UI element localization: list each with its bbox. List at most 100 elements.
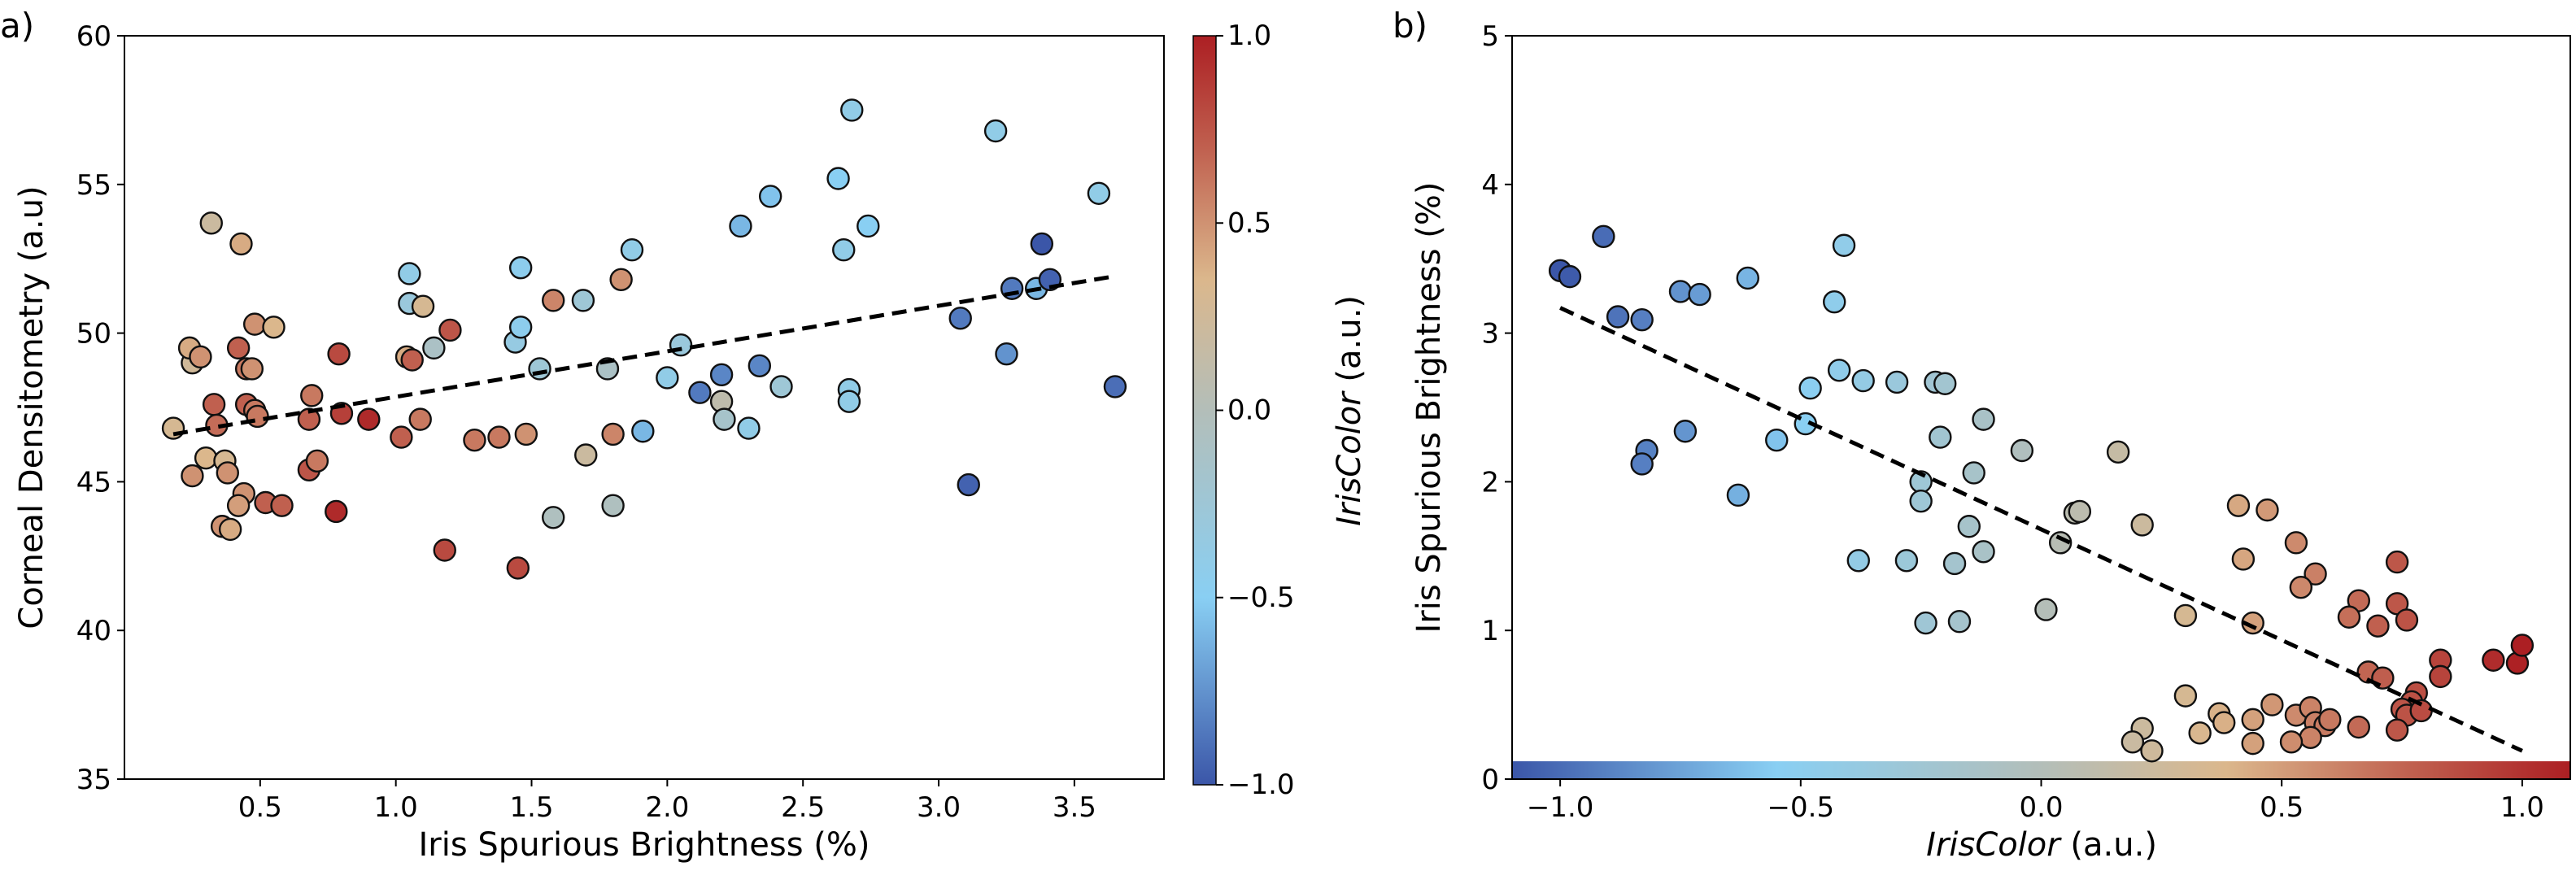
data-point <box>390 425 413 449</box>
data-point <box>199 211 223 235</box>
data-point <box>1851 368 1875 393</box>
data-point <box>2337 605 2361 629</box>
panel-a-label: a) <box>0 6 34 46</box>
data-point <box>2048 531 2073 555</box>
data-point <box>1957 515 1981 538</box>
x-tick-label: 3.0 <box>917 791 961 824</box>
data-point <box>948 307 972 330</box>
colorbar-label-rest: (a.u.) <box>1331 295 1368 392</box>
data-point <box>1823 290 1846 314</box>
axes-frame <box>124 35 1165 780</box>
data-point <box>837 390 861 413</box>
data-point <box>2279 730 2304 754</box>
panel-a: a) Iris Spurious Brightness (%) Corneal … <box>0 6 1368 864</box>
data-point <box>1736 266 1759 290</box>
data-point <box>2010 438 2034 463</box>
x-tick-label: 1.5 <box>509 791 553 824</box>
data-point <box>226 494 251 517</box>
y-tick-label: 40 <box>76 615 111 647</box>
data-point <box>2173 603 2198 628</box>
data-point <box>1962 461 1985 485</box>
data-point <box>508 255 533 280</box>
data-point <box>422 336 446 360</box>
data-point <box>656 366 679 390</box>
data-point <box>1765 429 1789 452</box>
data-point <box>2482 648 2505 672</box>
panel-b-xlabel-rest: (a.u.) <box>2060 826 2157 864</box>
x-tick-label: 1.0 <box>2500 791 2544 824</box>
data-point <box>2106 440 2130 464</box>
data-point <box>2304 562 2327 586</box>
data-point <box>729 214 752 238</box>
data-point <box>411 294 435 318</box>
data-point <box>631 420 655 443</box>
data-point <box>1726 483 1750 507</box>
data-point <box>2256 498 2279 522</box>
data-point <box>2231 547 2256 571</box>
data-point <box>202 393 226 416</box>
data-point <box>270 494 294 517</box>
data-point <box>1798 377 1822 400</box>
data-point <box>262 316 285 339</box>
data-point <box>840 98 864 122</box>
data-point <box>2121 730 2145 754</box>
data-point <box>2284 531 2308 555</box>
data-point <box>1929 425 1952 449</box>
data-point <box>398 262 421 285</box>
data-point <box>1827 359 1851 382</box>
colorbar <box>1192 35 1217 786</box>
data-point <box>400 348 424 372</box>
data-point <box>1606 305 1630 329</box>
data-point <box>2130 513 2154 537</box>
data-point <box>305 449 329 473</box>
data-point <box>514 422 538 446</box>
data-point <box>601 494 625 517</box>
panel-b: b) IrisColor (a.u.) Iris Spurious Bright… <box>1393 6 2571 864</box>
y-tick-label: 60 <box>76 20 111 53</box>
data-point <box>2188 721 2212 745</box>
data-point <box>226 336 251 360</box>
data-point <box>297 407 321 431</box>
panel-b-xlabel-italic: IrisColor <box>1926 826 2062 864</box>
data-point <box>748 354 772 378</box>
y-tick-label: 5 <box>1481 20 1499 53</box>
data-point <box>161 416 185 440</box>
colorbar-tick-label: −1.0 <box>1227 769 1295 801</box>
colorbar-label: IrisColor (a.u.) <box>1331 295 1368 526</box>
data-point <box>1630 452 1654 476</box>
panel-a-xlabel: Iris Spurious Brightness (%) <box>419 826 870 864</box>
data-point <box>542 506 565 529</box>
data-point <box>1885 370 1909 394</box>
data-point <box>218 517 242 542</box>
data-point <box>2385 550 2409 574</box>
x-tick-label: 2.0 <box>645 791 689 824</box>
data-point <box>300 384 324 407</box>
data-point <box>2366 614 2390 638</box>
data-point <box>2289 575 2313 599</box>
data-point <box>2226 494 2251 517</box>
data-point <box>506 556 530 580</box>
data-point <box>2173 684 2198 708</box>
data-point <box>2347 715 2371 739</box>
data-point <box>1972 540 1995 564</box>
data-point <box>2395 608 2419 632</box>
data-point <box>408 407 432 431</box>
data-point <box>2212 711 2236 734</box>
trend-line <box>1559 306 2523 753</box>
data-point <box>826 167 850 190</box>
data-point <box>1030 232 1054 256</box>
data-point <box>1630 307 1654 332</box>
data-point <box>528 357 551 381</box>
data-point <box>713 407 736 431</box>
data-point <box>1087 181 1111 205</box>
data-point <box>832 238 856 262</box>
x-tick-label: 3.5 <box>1053 791 1096 824</box>
y-tick-label: 45 <box>76 466 111 499</box>
panel-b-xlabel: IrisColor (a.u.) <box>1926 826 2157 864</box>
data-point <box>194 446 218 470</box>
y-tick-label: 50 <box>76 318 111 351</box>
data-point <box>2299 725 2322 750</box>
panel-b-label: b) <box>1393 6 1427 46</box>
data-point <box>246 404 269 429</box>
